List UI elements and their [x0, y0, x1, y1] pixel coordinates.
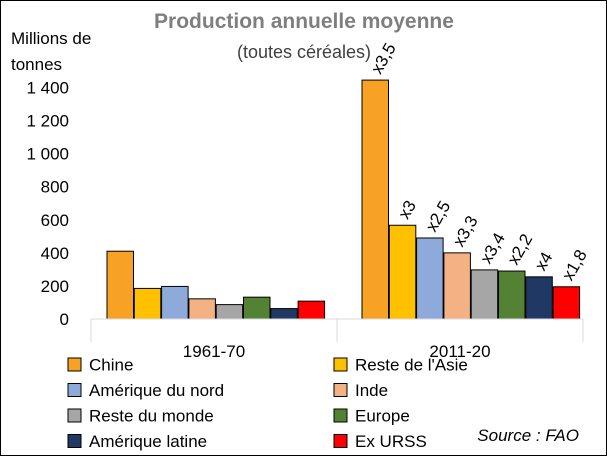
growth-annotation: x3,3 [449, 213, 482, 250]
legend: Chine Reste de l'Asie Amérique du nord Inde… [67, 356, 468, 451]
chart-title: Production annuelle moyenne [154, 10, 454, 33]
bar-5-1 [498, 270, 526, 320]
legend-swatch [67, 383, 82, 397]
legend-swatch [67, 434, 82, 448]
y-axis-label-line1: Millions de [11, 29, 91, 48]
source-note: Source : FAO [477, 426, 579, 445]
bar-1-1 [388, 224, 417, 320]
growth-annotation: x1,8 [558, 246, 591, 283]
growth-annotation: x4 [531, 249, 556, 274]
y-tick-label: 400 [41, 244, 69, 263]
legend-swatch [333, 434, 348, 448]
bar-4-1 [470, 269, 499, 320]
y-tick-label: 600 [41, 211, 69, 230]
legend-label: Europe [355, 407, 410, 426]
bar-7-0 [297, 300, 326, 320]
bar-3-1 [443, 252, 471, 320]
bar-6-1 [525, 276, 553, 320]
legend-label: Chine [89, 356, 133, 375]
growth-annotation: x3 [395, 197, 420, 222]
y-tick-label: 200 [41, 277, 69, 296]
chart-subtitle: (toutes céréales) [237, 42, 371, 62]
bar-5-0 [243, 296, 271, 320]
growth-annotation: x3,4 [476, 230, 509, 267]
legend-swatch [67, 357, 82, 372]
y-tick-label: 0 [60, 310, 69, 329]
bar-0-0 [106, 250, 134, 320]
bar-0-1 [361, 79, 389, 320]
y-axis: 0 200 400 600 800 1 000 1 200 1 400 [26, 79, 69, 329]
bars [106, 79, 581, 320]
bar-1-0 [133, 287, 162, 320]
legend-label: Inde [355, 381, 388, 400]
legend-label: Ex URSS [355, 432, 427, 451]
bar-6-0 [270, 308, 298, 320]
y-tick-label: 1 000 [26, 145, 69, 164]
bar-3-0 [188, 298, 216, 320]
y-tick-label: 1 400 [26, 79, 69, 98]
legend-swatch [333, 357, 348, 372]
y-tick-label: 1 200 [26, 112, 69, 131]
legend-label: Amérique du nord [89, 381, 224, 400]
legend-swatch [333, 408, 348, 423]
legend-label: Reste de l'Asie [355, 356, 468, 375]
category-label: 2011-20 [429, 342, 490, 361]
y-axis-label-line2: tonnes [11, 55, 62, 74]
bar-2-1 [416, 237, 444, 320]
legend-swatch [333, 383, 348, 397]
growth-annotation: x2,5 [422, 198, 455, 235]
category-label: 1961-70 [183, 342, 245, 361]
y-tick-label: 800 [41, 178, 69, 197]
bar-7-1 [552, 286, 581, 320]
legend-label: Amérique latine [89, 432, 207, 451]
bar-2-0 [161, 285, 189, 320]
bar-4-0 [215, 304, 244, 320]
growth-annotation: x3,5 [367, 40, 400, 77]
legend-swatch [67, 408, 82, 423]
legend-label: Reste du monde [89, 407, 214, 426]
